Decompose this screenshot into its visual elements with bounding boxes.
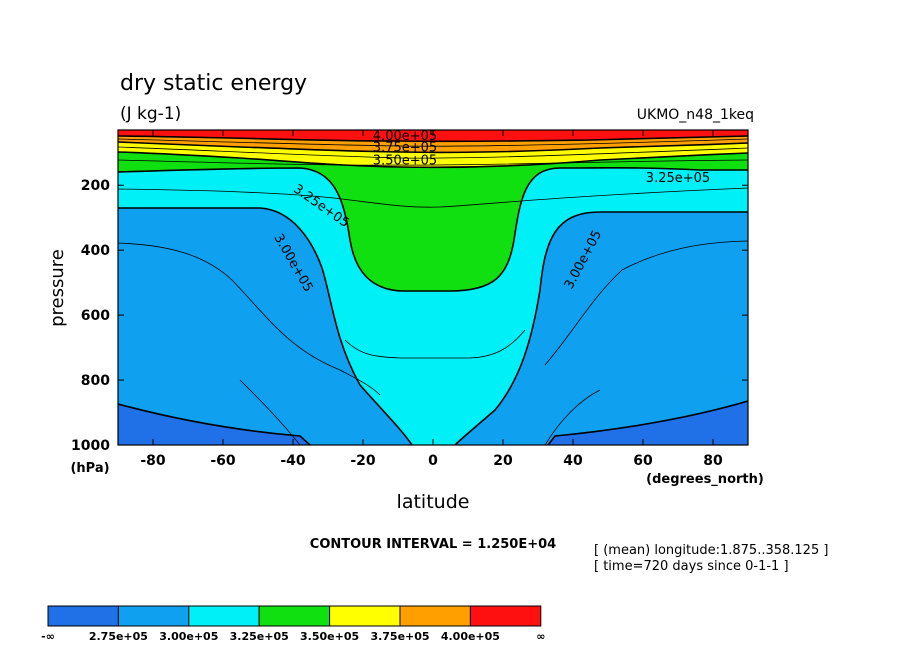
contour-lines bbox=[118, 135, 748, 445]
x-tick-label: 80 bbox=[703, 453, 723, 469]
colorbar-swatch bbox=[188, 605, 260, 627]
colorbar-label: 3.75e+05 bbox=[370, 630, 429, 643]
y-tick-label: 600 bbox=[81, 308, 110, 324]
colorbar-label: 4.00e+05 bbox=[441, 630, 500, 643]
y-tick-label: 800 bbox=[81, 373, 110, 389]
colorbar-swatch bbox=[399, 605, 471, 627]
note-time: [ time=720 days since 0-1-1 ] bbox=[594, 559, 789, 574]
colorbar-label: 3.00e+05 bbox=[159, 630, 218, 643]
colorbar-swatch bbox=[47, 605, 119, 627]
x-tick-label: 0 bbox=[428, 453, 438, 469]
colorbar-label: ∞ bbox=[536, 630, 545, 643]
x-tick-label: 40 bbox=[563, 453, 583, 469]
chart-units: (J kg-1) bbox=[120, 104, 181, 124]
colorbar-swatch bbox=[258, 605, 331, 627]
colorbar-swatch bbox=[469, 605, 542, 627]
y-tick-label: 1000 bbox=[71, 438, 110, 454]
contour-interval: CONTOUR INTERVAL = 1.250E+04 bbox=[310, 537, 556, 552]
colorbar-swatch bbox=[329, 605, 401, 627]
colorbar-swatch bbox=[117, 605, 190, 627]
x-axis-label: latitude bbox=[397, 491, 470, 513]
x-axis-units: (degrees_north) bbox=[646, 472, 764, 487]
x-tick-label: -40 bbox=[280, 453, 306, 469]
contour-label: 3.50e+05 bbox=[373, 153, 437, 168]
x-tick-label: -60 bbox=[210, 453, 236, 469]
note-longitude: [ (mean) longitude:1.875..358.125 ] bbox=[594, 543, 828, 558]
y-tick-label: 200 bbox=[81, 178, 110, 194]
x-tick-label: 20 bbox=[493, 453, 513, 469]
x-axis: -80 -60 -40 -20 0 20 40 60 80 bbox=[140, 130, 723, 469]
x-tick-label: 60 bbox=[633, 453, 653, 469]
colorbar-label: -∞ bbox=[41, 630, 55, 643]
contour-label: 3.25e+05 bbox=[646, 171, 710, 186]
colorbar: -∞ 2.75e+05 3.00e+05 3.25e+05 3.50e+05 3.75e+… bbox=[41, 605, 545, 643]
y-tick-label: 400 bbox=[81, 243, 110, 259]
colorbar-label: 3.50e+05 bbox=[300, 630, 359, 643]
y-axis-label: pressure bbox=[47, 249, 68, 327]
contour-label: 4.00e+05 bbox=[373, 129, 437, 144]
dataset-label: UKMO_n48_1keq bbox=[637, 107, 754, 123]
y-axis-units: (hPa) bbox=[70, 461, 109, 476]
contour-label: 3.75e+05 bbox=[373, 140, 437, 155]
x-tick-label: -80 bbox=[140, 453, 166, 469]
x-tick-label: -20 bbox=[350, 453, 376, 469]
colorbar-label: 2.75e+05 bbox=[89, 630, 148, 643]
colorbar-label: 3.25e+05 bbox=[230, 630, 289, 643]
y-axis: 200 400 600 800 1000 bbox=[71, 178, 748, 454]
band-350 bbox=[118, 130, 748, 291]
contour-field bbox=[118, 130, 748, 445]
chart-title: dry static energy bbox=[120, 71, 307, 96]
